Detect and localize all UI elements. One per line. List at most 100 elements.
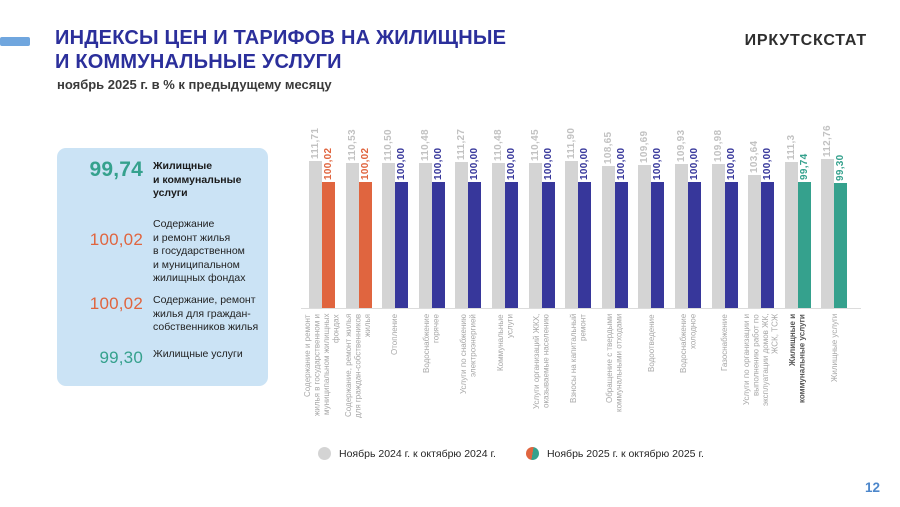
bar-2025 (578, 182, 592, 308)
value-label-2025: 100,00 (428, 132, 448, 180)
legend-item-2025: Ноябрь 2025 г. к октябрю 2025 г. (525, 447, 704, 460)
value-label-2025-text: 100,02 (359, 147, 371, 180)
summary-row: 99,74 Жилищные и коммунальные услуги (57, 158, 268, 201)
category-label-text: Услуги по снабжению электроэнергией (458, 314, 478, 394)
value-label-2025-text: 100,00 (432, 147, 444, 180)
chart-legend: Ноябрь 2024 г. к октябрю 2024 г. Ноябрь 2… (318, 447, 704, 460)
bar-2025 (614, 182, 628, 308)
bar-2024 (601, 166, 615, 308)
legend-item-2024: Ноябрь 2024 г. к октябрю 2024 г. (318, 447, 496, 460)
summary-panel: 99,74 Жилищные и коммунальные услуги 100,0… (57, 148, 268, 386)
bar-2025 (541, 182, 555, 308)
value-label-2025: 100,00 (685, 132, 705, 180)
value-label-2025: 99,74 (794, 132, 814, 181)
bar-2024 (455, 161, 469, 308)
category-label-text: Водоснабжение холодное (678, 314, 698, 374)
summary-label: Жилищные и коммунальные услуги (153, 160, 242, 199)
page-title-line2: И КОММУНАЛЬНЫЕ УСЛУГИ (55, 51, 342, 73)
value-label-2025-text: 100,00 (396, 147, 408, 180)
summary-label: Жилищные услуги (153, 348, 243, 360)
bar-2025 (322, 181, 335, 308)
bar-2025 (761, 182, 775, 308)
bar-2025 (395, 182, 409, 308)
value-label-2025: 100,00 (392, 132, 412, 180)
legend-label: Ноябрь 2024 г. к октябрю 2024 г. (339, 447, 496, 460)
value-label-2025-text: 100,02 (323, 147, 334, 180)
summary-value: 99,30 (99, 348, 143, 367)
category-label-text: Взносы на капитальный ремонт (568, 314, 588, 404)
value-label-2025: 100,00 (575, 132, 595, 180)
value-label-2025-text: 100,00 (762, 147, 774, 180)
page-number: 12 (864, 480, 880, 495)
value-label-2025-text: 100,00 (506, 147, 517, 180)
value-label-2025: 100,00 (538, 132, 558, 180)
value-label-2025: 100,00 (758, 132, 778, 180)
value-label-2025-text: 99,74 (798, 153, 810, 181)
value-label-2025: 100,00 (465, 132, 485, 180)
category-label-text: Жилищные и коммунальные услуги (788, 314, 807, 403)
bar-2025 (431, 182, 445, 308)
summary-row: 99,30 Жилищные услуги (57, 348, 268, 368)
category-label-text: Водоотведение (646, 314, 656, 372)
bar-2024 (821, 159, 835, 308)
bar-2025 (724, 182, 738, 308)
value-label-2025-text: 100,00 (469, 147, 481, 180)
category-label-text: Коммунальные услуги (495, 314, 515, 371)
category-label: Жилищные услуги (807, 314, 861, 446)
page-title-line1: ИНДЕКСЫ ЦЕН И ТАРИФОВ НА ЖИЛИЩНЫЕ (55, 27, 507, 49)
brand-logo: ИРКУТСКСТАТ (744, 32, 867, 49)
bar-2024 (675, 164, 688, 308)
chart-baseline (301, 308, 861, 309)
bar-2025 (505, 182, 518, 308)
bar-2024 (528, 163, 542, 308)
value-label-2025: 99,30 (831, 133, 851, 182)
bar-2024 (748, 175, 762, 308)
summary-label: Содержание, ремонт жилья для граждан- со… (153, 294, 259, 333)
category-label-text: Жилищные услуги (829, 314, 839, 383)
bar-2025 (651, 182, 665, 308)
bar-2024 (492, 163, 505, 308)
bar-2024 (784, 161, 798, 308)
value-label-2025: 100,00 (648, 132, 668, 180)
category-label-text: Обращение с твердыми коммунальными отход… (605, 314, 624, 413)
bar-2025 (468, 182, 482, 308)
bar-2024 (418, 163, 432, 308)
bar-2024 (565, 160, 579, 308)
value-label-2025: 100,00 (502, 132, 522, 180)
summary-value: 100,02 (89, 294, 143, 313)
accent-dash (0, 37, 30, 46)
bar-2024 (711, 164, 725, 308)
value-label-2025: 100,00 (721, 132, 741, 180)
page-subtitle: ноябрь 2025 г. в % к предыдущему месяцу (57, 77, 332, 92)
bar-2025 (797, 182, 811, 308)
value-label-2025: 100,00 (611, 132, 631, 180)
summary-row: 100,02 Содержание, ремонт жилья для гражд… (57, 294, 268, 335)
summary-value: 100,02 (89, 230, 143, 249)
value-label-2025-text: 100,00 (689, 147, 700, 180)
value-label-2025-text: 99,30 (835, 154, 847, 182)
category-label-text: Водоснабжение горячее (422, 314, 441, 374)
value-label-2025-text: 100,00 (542, 147, 554, 180)
page-title: ИНДЕКСЫ ЦЕН И ТАРИФОВ НА ЖИЛИЩНЫЕ И КОММ… (55, 26, 506, 74)
bar-2025 (688, 182, 701, 308)
bar-2024 (382, 163, 396, 308)
category-label-text: Отопление (390, 314, 400, 356)
bar-2025 (834, 183, 848, 308)
legend-swatch (318, 447, 331, 460)
value-label-2025-text: 100,00 (652, 147, 664, 180)
summary-value: 99,74 (89, 158, 143, 181)
value-label-2025-text: 100,00 (615, 147, 627, 180)
bar-2025 (358, 181, 372, 308)
value-label-2025: 100,02 (319, 132, 339, 180)
category-label-text: Газоснабжение (719, 314, 729, 371)
value-label-2025: 100,02 (355, 132, 375, 180)
bar-chart: 111,71 100,02 Содержание и ремонт жилья в … (295, 100, 890, 450)
value-label-2025-text: 100,00 (725, 147, 737, 180)
legend-swatch (525, 447, 539, 460)
bar-2024 (638, 164, 652, 308)
bar-2024 (309, 160, 322, 308)
summary-row: 100,02 Содержание и ремонт жилья в госуда… (57, 218, 268, 286)
summary-label: Содержание и ремонт жилья в государствен… (153, 218, 246, 284)
category-label-text: Услуги организаций ЖКХ, оказываемые насе… (532, 314, 551, 410)
legend-label: Ноябрь 2025 г. к октябрю 2025 г. (546, 447, 704, 460)
